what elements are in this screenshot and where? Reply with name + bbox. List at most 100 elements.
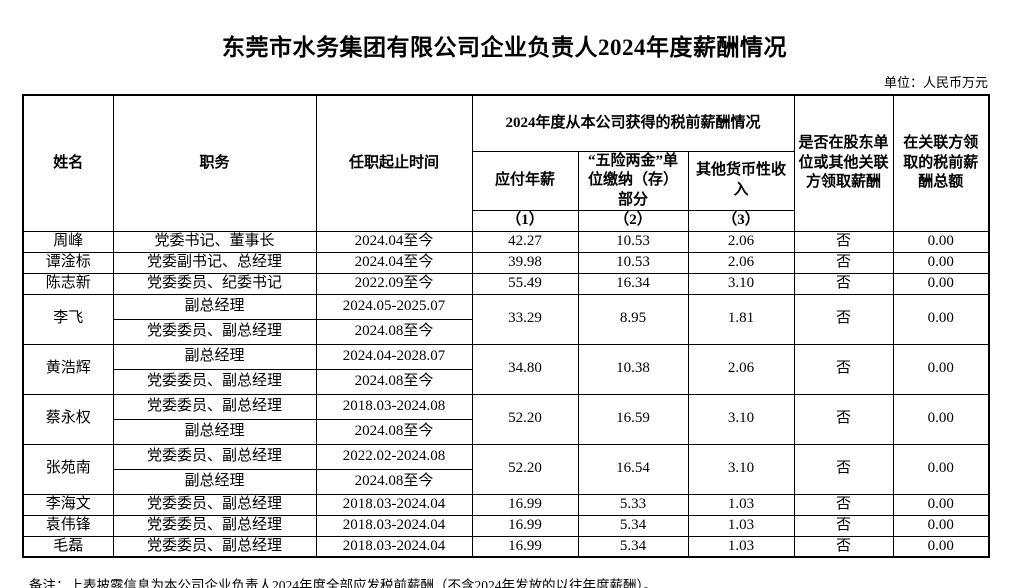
insurance-cell: 10.38	[577, 343, 689, 395]
other-income-cell: 2.06	[687, 251, 795, 274]
header-annual-salary: 应付年薪	[471, 150, 579, 211]
position-cell: 党委委员、副总经理	[112, 493, 317, 516]
annual-salary-cell: 34.80	[471, 343, 579, 395]
related-party-cell: 否	[793, 293, 894, 345]
name-cell: 张苑南	[22, 443, 114, 495]
table-row: 毛磊 党委委员、副总经理 2018.03-2024.04 16.99 5.34 …	[22, 535, 990, 558]
position-cell: 副总经理	[112, 418, 317, 445]
other-income-cell: 1.03	[687, 535, 795, 558]
tenure-cell: 2024.08至今	[315, 468, 473, 495]
table-row: 黄浩辉 副总经理 2024.04-2028.07 34.80 10.38 2.0…	[22, 343, 990, 395]
insurance-cell: 10.53	[577, 251, 689, 274]
related-total-cell: 0.00	[892, 514, 990, 537]
position-cell: 党委委员、副总经理	[112, 368, 317, 395]
other-income-cell: 1.03	[687, 493, 795, 516]
position-cell: 副总经理	[112, 343, 317, 370]
related-total-cell: 0.00	[892, 493, 990, 516]
tenure-cell: 2024.04-2028.07	[315, 343, 473, 370]
annual-salary-cell: 33.29	[471, 293, 579, 345]
header-name: 姓名	[22, 94, 114, 232]
table-row: 副总经理 2024.08至今	[23, 418, 989, 445]
annual-salary-cell: 16.99	[471, 514, 579, 537]
related-party-cell: 否	[793, 230, 894, 253]
related-total-cell: 0.00	[892, 393, 990, 445]
tenure-cell: 2024.08至今	[315, 318, 473, 345]
annual-salary-cell: 16.99	[471, 493, 579, 516]
header-index-2: （2）	[577, 210, 689, 232]
table-row: 周峰 党委书记、董事长 2024.04至今 42.27 10.53 2.06 否…	[22, 230, 990, 253]
table-row: 张苑南 党委委员、副总经理 2022.02-2024.08 52.20 16.5…	[22, 443, 990, 495]
header-index-1: （1）	[471, 210, 579, 232]
position-cell: 党委副书记、总经理	[112, 251, 317, 274]
related-party-cell: 否	[793, 251, 894, 274]
related-party-cell: 否	[793, 493, 894, 516]
tenure-cell: 2018.03-2024.08	[315, 393, 473, 420]
related-total-cell: 0.00	[892, 251, 990, 274]
tenure-cell: 2022.09至今	[315, 272, 473, 295]
tenure-cell: 2018.03-2024.04	[315, 514, 473, 537]
other-income-cell: 3.10	[687, 443, 795, 495]
insurance-cell: 5.34	[577, 535, 689, 558]
related-party-cell: 否	[793, 443, 894, 495]
related-total-cell: 0.00	[892, 230, 990, 253]
position-cell: 党委书记、董事长	[112, 230, 317, 253]
related-party-cell: 否	[793, 272, 894, 295]
header-position: 职务	[112, 94, 317, 232]
position-cell: 党委委员、副总经理	[112, 393, 317, 420]
tenure-cell: 2018.03-2024.04	[315, 535, 473, 558]
name-cell: 李海文	[22, 493, 114, 516]
insurance-cell: 10.53	[577, 230, 689, 253]
position-cell: 党委委员、副总经理	[112, 514, 317, 537]
header-insurance: “五险两金”单位缴纳（存）部分	[577, 150, 689, 211]
name-cell: 周峰	[22, 230, 114, 253]
page-title: 东莞市水务集团有限公司企业负责人2024年度薪酬情况	[222, 35, 787, 60]
position-cell: 党委委员、纪委书记	[112, 272, 317, 295]
other-income-cell: 1.03	[687, 514, 795, 537]
tenure-cell: 2024.05-2025.07	[315, 293, 473, 320]
related-total-cell: 0.00	[892, 443, 990, 495]
other-income-cell: 2.06	[687, 343, 795, 395]
related-party-cell: 否	[793, 343, 894, 395]
annual-salary-cell: 55.49	[471, 272, 579, 295]
table-row: 袁伟锋 党委委员、副总经理 2018.03-2024.04 16.99 5.34…	[22, 514, 990, 537]
related-party-cell: 否	[793, 393, 894, 445]
position-cell: 党委委员、副总经理	[112, 535, 317, 558]
footnote: 备注：上表披露信息为本公司企业负责人2024年度全部应发税前薪酬（不含2024年…	[29, 578, 657, 588]
annual-salary-cell: 52.20	[471, 443, 579, 495]
insurance-cell: 5.33	[577, 493, 689, 516]
related-total-cell: 0.00	[892, 293, 990, 345]
table-row: 李飞 副总经理 2024.05-2025.07 33.29 8.95 1.81 …	[22, 293, 990, 345]
header-index-3: （3）	[687, 210, 795, 232]
table-row: 李海文 党委委员、副总经理 2018.03-2024.04 16.99 5.33…	[22, 493, 990, 516]
annual-salary-cell: 16.99	[471, 535, 579, 558]
tenure-cell: 2024.04至今	[315, 230, 473, 253]
name-cell: 李飞	[22, 293, 114, 345]
insurance-cell: 8.95	[577, 293, 689, 345]
table-row: 陈志新 党委委员、纪委书记 2022.09至今 55.49 16.34 3.10…	[22, 272, 990, 295]
tenure-cell: 2022.02-2024.08	[315, 443, 473, 470]
name-cell: 陈志新	[22, 272, 114, 295]
annual-salary-cell: 52.20	[471, 393, 579, 445]
header-tenure: 任职起止时间	[315, 94, 473, 232]
tenure-cell: 2024.04至今	[315, 251, 473, 274]
table-row: 副总经理 2024.08至今	[23, 468, 989, 495]
name-cell: 袁伟锋	[22, 514, 114, 537]
name-cell: 毛磊	[22, 535, 114, 558]
annual-salary-cell: 39.98	[471, 251, 579, 274]
position-cell: 党委委员、副总经理	[112, 443, 317, 470]
related-total-cell: 0.00	[892, 272, 990, 295]
insurance-cell: 16.59	[577, 393, 689, 445]
related-total-cell: 0.00	[892, 535, 990, 558]
other-income-cell: 1.81	[687, 293, 795, 345]
header-related-total: 在关联方领取的税前薪酬总额	[892, 94, 990, 232]
other-income-cell: 3.10	[687, 393, 795, 445]
table-row: 蔡永权 党委委员、副总经理 2018.03-2024.08 52.20 16.5…	[22, 393, 990, 445]
salary-table: 姓名 职务 任职起止时间 2024年度从本公司获得的税前薪酬情况 是否在股东单位…	[22, 94, 991, 558]
related-party-cell: 否	[793, 535, 894, 558]
position-cell: 党委委员、副总经理	[112, 318, 317, 345]
tenure-cell: 2018.03-2024.04	[315, 493, 473, 516]
name-cell: 谭淦标	[22, 251, 114, 274]
table-row: 谭淦标 党委副书记、总经理 2024.04至今 39.98 10.53 2.06…	[22, 251, 990, 274]
insurance-cell: 16.54	[577, 443, 689, 495]
